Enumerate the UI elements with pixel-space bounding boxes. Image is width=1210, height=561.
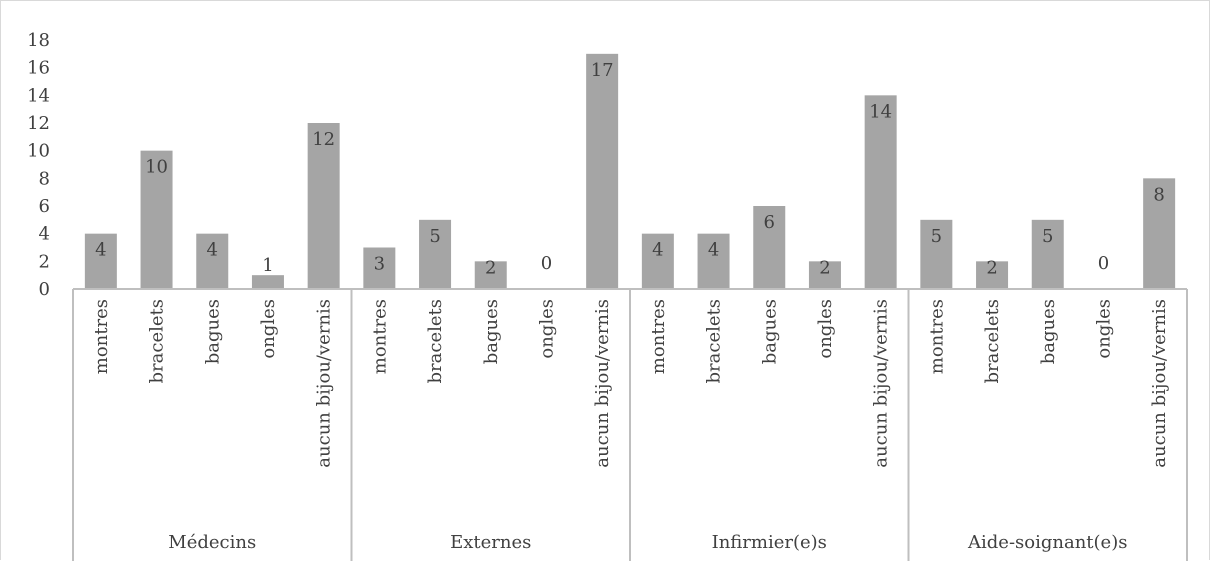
- y-tick-label: 4: [39, 224, 50, 245]
- bar: [419, 219, 452, 289]
- bar: [1031, 219, 1064, 289]
- category-label: bagues: [202, 299, 223, 364]
- y-tick-label: 18: [27, 30, 50, 51]
- category-label: ongles: [258, 299, 279, 359]
- y-tick-label: 6: [39, 196, 50, 217]
- data-label: 0: [1098, 253, 1109, 274]
- data-label: 5: [1042, 226, 1053, 247]
- group-labels: Médecins Externes Infirmier(e)s Aide-soigna…: [168, 532, 1127, 553]
- bar: [251, 275, 284, 289]
- bar: [140, 150, 173, 289]
- category-label: aucun bijou/vernis: [871, 299, 892, 468]
- y-tick-label: 8: [39, 168, 50, 189]
- bar: [196, 233, 229, 289]
- data-label: 2: [485, 257, 496, 278]
- group-label: Aide-soignant(e)s: [967, 532, 1127, 553]
- bar: [307, 123, 340, 289]
- data-label: 3: [374, 254, 385, 275]
- y-axis-ticks: 0 2 4 6 8 10 12 14 16 18: [27, 30, 50, 300]
- category-label: ongles: [536, 299, 557, 359]
- data-labels: 4 10 4 1 12 3 5 2 0 17 4 4 6 2 14 5 2 5 0 8: [95, 60, 1165, 279]
- category-label: aucun bijou/vernis: [1149, 299, 1170, 468]
- y-tick-label: 12: [27, 113, 50, 134]
- bar: [753, 206, 786, 289]
- category-label: montres: [648, 299, 669, 374]
- bar: [474, 261, 507, 289]
- y-tick-label: 0: [39, 279, 50, 300]
- y-tick-label: 14: [27, 85, 50, 106]
- data-label: 4: [207, 240, 218, 261]
- group-label: Externes: [450, 532, 531, 553]
- bar: [363, 247, 396, 289]
- category-label: bagues: [1038, 299, 1059, 364]
- category-label: ongles: [1093, 299, 1114, 359]
- category-label: bracelets: [704, 299, 725, 383]
- category-labels: montres bracelets bagues ongles aucun bijou/…: [91, 299, 1170, 468]
- y-tick-label: 16: [27, 58, 50, 79]
- group-label: Médecins: [168, 532, 256, 553]
- data-label: 4: [95, 240, 106, 261]
- y-tick-label: 10: [27, 141, 50, 162]
- category-label: bagues: [481, 299, 502, 364]
- data-label: 0: [541, 253, 552, 274]
- group-label: Infirmier(e)s: [712, 532, 827, 553]
- data-label: 4: [652, 240, 663, 261]
- category-label: montres: [91, 299, 112, 374]
- data-label: 14: [869, 101, 892, 122]
- bar: [864, 95, 897, 289]
- bar: [1143, 178, 1176, 289]
- data-label: 5: [931, 226, 942, 247]
- data-label: 8: [1153, 184, 1164, 205]
- category-label: montres: [369, 299, 390, 374]
- data-label: 5: [429, 226, 440, 247]
- data-label: 1: [262, 255, 273, 276]
- bar: [697, 233, 730, 289]
- bar: [641, 233, 674, 289]
- data-label: 6: [764, 212, 775, 233]
- y-tick-label: 2: [39, 251, 50, 272]
- data-label: 17: [591, 60, 614, 81]
- data-label: 12: [312, 129, 335, 150]
- bars: [84, 53, 1176, 290]
- category-label: bracelets: [982, 299, 1003, 383]
- bar: [976, 261, 1009, 289]
- category-label: bracelets: [147, 299, 168, 383]
- category-label: bracelets: [425, 299, 446, 383]
- bar: [84, 233, 117, 289]
- category-label: aucun bijou/vernis: [592, 299, 613, 468]
- category-label: montres: [926, 299, 947, 374]
- bar: [920, 219, 953, 289]
- category-label: ongles: [815, 299, 836, 359]
- category-label: bagues: [759, 299, 780, 364]
- data-label: 10: [145, 157, 168, 178]
- category-label: aucun bijou/vernis: [314, 299, 335, 468]
- bar: [808, 261, 841, 289]
- bar: [586, 53, 619, 290]
- data-label: 2: [986, 257, 997, 278]
- data-label: 2: [819, 257, 830, 278]
- x-axis: [72, 288, 1188, 561]
- data-label: 4: [708, 240, 719, 261]
